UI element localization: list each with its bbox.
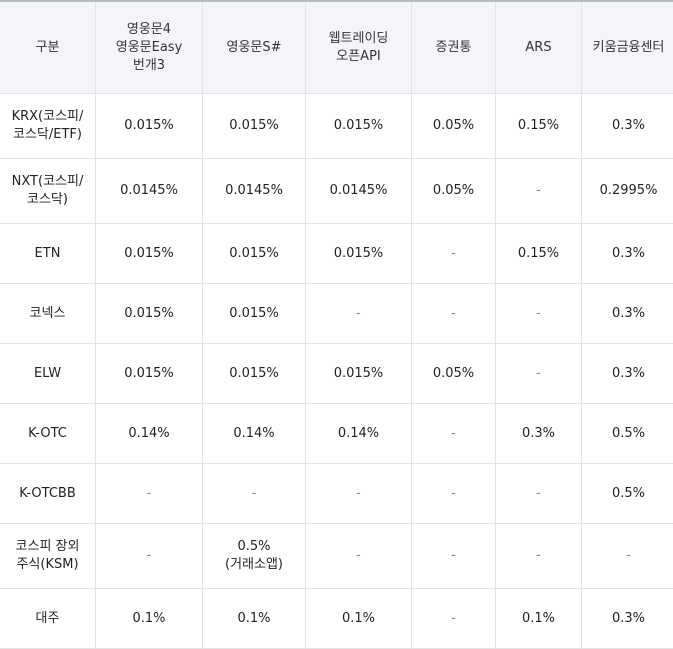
row-label: ETN	[0, 223, 96, 284]
table-row: ELW 0.015% 0.015% 0.015% 0.05% - 0.3%	[0, 343, 673, 404]
fee-cell: 0.14%	[202, 403, 306, 464]
table-row: K-OTCBB - - - - - 0.5%	[0, 463, 673, 524]
fee-cell: 0.015%	[305, 343, 412, 404]
fee-cell: 0.015%	[202, 223, 306, 284]
fee-cell: -	[305, 523, 412, 589]
fee-cell: -	[581, 523, 673, 589]
fee-cell: -	[495, 283, 582, 344]
header-youngwoongmoon4: 영웅문4 영웅문Easy 번개3	[95, 0, 203, 94]
table-row: K-OTC 0.14% 0.14% 0.14% - 0.3% 0.5%	[0, 403, 673, 464]
table-row: 대주 0.1% 0.1% 0.1% - 0.1% 0.3%	[0, 588, 673, 649]
fee-cell: 0.3%	[581, 283, 673, 344]
fee-cell: 0.14%	[95, 403, 203, 464]
fee-cell: 0.05%	[411, 158, 496, 224]
fee-cell: 0.015%	[95, 343, 203, 404]
row-label: ELW	[0, 343, 96, 404]
fee-cell: -	[95, 463, 203, 524]
fee-cell: 0.015%	[202, 343, 306, 404]
row-label: NXT(코스피/ 코스닥)	[0, 158, 96, 224]
fee-cell: 0.5% (거래소앱)	[202, 523, 306, 589]
fee-cell: -	[411, 283, 496, 344]
header-webtrading: 웹트레이딩 오픈API	[305, 0, 412, 94]
fee-cell: 0.5%	[581, 463, 673, 524]
fee-cell: 0.1%	[202, 588, 306, 649]
fee-cell: 0.1%	[495, 588, 582, 649]
fee-cell: 0.015%	[202, 283, 306, 344]
fee-cell: -	[495, 523, 582, 589]
fee-cell: 0.3%	[581, 93, 673, 159]
fee-cell: 0.3%	[581, 588, 673, 649]
fee-cell: 0.0145%	[202, 158, 306, 224]
fee-cell: -	[495, 158, 582, 224]
table-row: 코스피 장외 주식(KSM) - 0.5% (거래소앱) - - - -	[0, 523, 673, 589]
fee-cell: 0.3%	[581, 343, 673, 404]
fee-cell: 0.2995%	[581, 158, 673, 224]
fee-cell: 0.015%	[305, 223, 412, 284]
row-label: K-OTCBB	[0, 463, 96, 524]
header-youngwoongmoon-s: 영웅문S#	[202, 0, 306, 94]
fee-cell: -	[95, 523, 203, 589]
fee-cell: 0.0145%	[305, 158, 412, 224]
fee-cell: -	[305, 463, 412, 524]
fee-cell: -	[411, 223, 496, 284]
fee-cell: -	[411, 588, 496, 649]
fee-cell: 0.015%	[95, 223, 203, 284]
fee-cell: -	[411, 463, 496, 524]
row-label: 코넥스	[0, 283, 96, 344]
fee-cell: 0.1%	[95, 588, 203, 649]
table-row: ETN 0.015% 0.015% 0.015% - 0.15% 0.3%	[0, 223, 673, 284]
fee-cell: 0.1%	[305, 588, 412, 649]
row-label: K-OTC	[0, 403, 96, 464]
table-row: 코넥스 0.015% 0.015% - - - 0.3%	[0, 283, 673, 344]
fee-cell: 0.3%	[581, 223, 673, 284]
table-row: NXT(코스피/ 코스닥) 0.0145% 0.0145% 0.0145% 0.…	[0, 158, 673, 224]
fee-cell: 0.14%	[305, 403, 412, 464]
table-row: KRX(코스피/ 코스닥/ETF) 0.015% 0.015% 0.015% 0…	[0, 93, 673, 159]
fee-cell: -	[411, 403, 496, 464]
fee-cell: 0.15%	[495, 223, 582, 284]
fee-cell: 0.015%	[305, 93, 412, 159]
row-label: 코스피 장외 주식(KSM)	[0, 523, 96, 589]
fee-cell: -	[202, 463, 306, 524]
fee-cell: -	[495, 463, 582, 524]
fee-cell: 0.0145%	[95, 158, 203, 224]
fee-cell: -	[305, 283, 412, 344]
fee-cell: 0.3%	[495, 403, 582, 464]
fee-cell: 0.15%	[495, 93, 582, 159]
fee-cell: -	[411, 523, 496, 589]
header-ars: ARS	[495, 0, 582, 94]
header-kiwoom-center: 키움금융센터	[581, 0, 673, 94]
fee-cell: 0.05%	[411, 93, 496, 159]
header-row: 구분 영웅문4 영웅문Easy 번개3 영웅문S# 웹트레이딩 오픈API 증권…	[0, 0, 673, 94]
fee-cell: 0.015%	[202, 93, 306, 159]
fee-cell: -	[495, 343, 582, 404]
header-category: 구분	[0, 0, 96, 94]
row-label: KRX(코스피/ 코스닥/ETF)	[0, 93, 96, 159]
fee-cell: 0.5%	[581, 403, 673, 464]
fee-cell: 0.015%	[95, 93, 203, 159]
row-label: 대주	[0, 588, 96, 649]
header-jeunggwontong: 증권통	[411, 0, 496, 94]
fee-cell: 0.05%	[411, 343, 496, 404]
fee-cell: 0.015%	[95, 283, 203, 344]
